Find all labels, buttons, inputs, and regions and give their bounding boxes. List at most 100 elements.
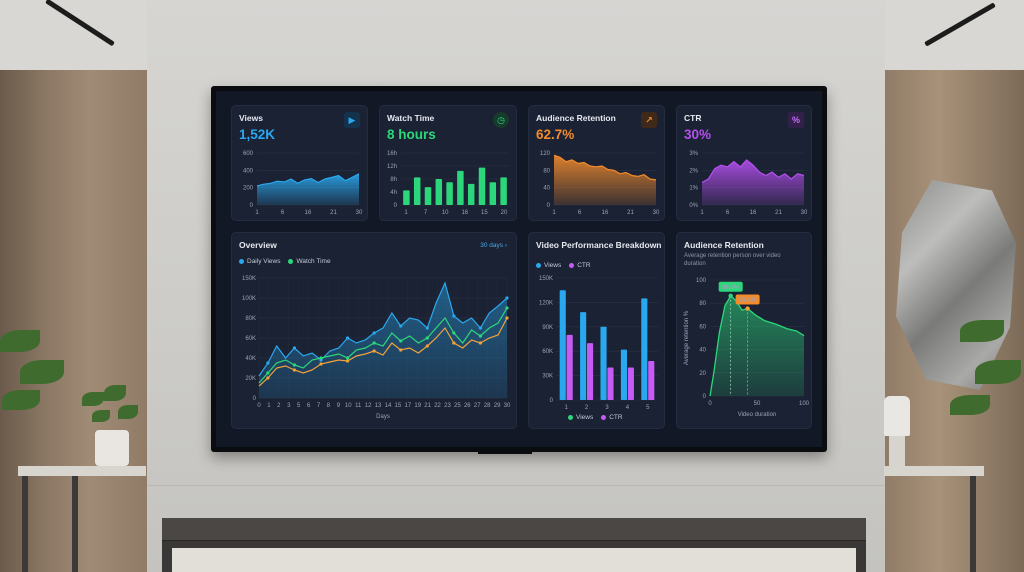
y-tick-label: 0 (550, 398, 554, 404)
y-tick-label: 40K (245, 356, 256, 362)
overview-card[interactable]: Overview 30 days › Daily Views Watch Tim… (231, 232, 517, 429)
series-line (258, 317, 508, 387)
y-tick-label: 60K (245, 336, 256, 342)
y-tick-label: 0 (547, 203, 551, 209)
ctr-bar (566, 334, 573, 400)
card-title: Watch Time (387, 113, 435, 123)
bar (446, 182, 453, 205)
card-value: 62.7% (536, 127, 575, 142)
legend-item: Views (536, 262, 561, 269)
legend-label: Views (576, 414, 594, 421)
table-leg (22, 476, 28, 572)
x-tick-label: 22 (434, 403, 441, 409)
side-table-right (884, 466, 984, 476)
legend-dot (568, 414, 573, 420)
data-point (345, 336, 350, 340)
data-point (425, 326, 429, 330)
views-bar (600, 326, 607, 400)
side-table-left (18, 466, 146, 476)
daily-views-line (258, 281, 508, 377)
tv-bottom-notch (478, 450, 532, 454)
x-tick-label: 100 (799, 401, 810, 407)
tv-screen: Views 1,52K ▶ 600 400 200 0 1 6 16 21 30 Watch T… (216, 91, 822, 447)
plant-leaf (118, 405, 138, 419)
percent-icon[interactable]: % (788, 112, 804, 128)
views-card[interactable]: Views 1,52K ▶ 600 400 200 0 1 6 16 21 30 (231, 105, 368, 221)
y-tick-label: 12h (387, 164, 397, 170)
plant-leaf (0, 330, 40, 352)
card-value: 8 hours (387, 127, 436, 142)
data-point (372, 331, 376, 335)
legend-dot (601, 414, 607, 420)
right-ceiling (882, 0, 1024, 70)
data-point (505, 306, 509, 310)
ctr-bar (587, 343, 594, 400)
legend-label: CTR (609, 414, 623, 421)
views-bar (620, 349, 627, 400)
range-selector[interactable]: 30 days › (480, 242, 507, 249)
y-tick-label: 0 (250, 203, 254, 209)
bar (424, 187, 432, 205)
plant-leaf (20, 360, 64, 384)
data-point (505, 296, 509, 300)
data-point (292, 363, 297, 367)
x-tick-label: 21 (627, 210, 634, 216)
retention-curve (709, 294, 805, 397)
peak-label: 86.4% (722, 285, 740, 291)
plant-leaf (104, 385, 126, 401)
x-tick-label: 1 (552, 210, 556, 216)
card-title: CTR (684, 113, 702, 123)
y-tick-label: 30K (542, 374, 553, 380)
clock-icon[interactable]: ◷ (493, 112, 509, 128)
x-tick-label: 19 (414, 403, 421, 409)
x-axis-label: Video duration (738, 412, 777, 418)
y-tick-label: 0% (689, 203, 698, 209)
y-tick-label: 3% (689, 151, 698, 157)
x-tick-label: 7 (317, 403, 321, 409)
plant-leaf (975, 360, 1021, 384)
range-label[interactable]: 30 days (480, 242, 504, 249)
card-subtitle: Average retention person over video dura… (684, 253, 781, 267)
y-tick-label: 200 (243, 186, 254, 192)
audience-retention-card[interactable]: Audience Retention Average retention per… (676, 232, 812, 429)
mark-label-bg (735, 294, 760, 305)
y-tick-label: 2% (689, 168, 698, 174)
y-tick-label: 40 (699, 348, 706, 354)
breakdown-card[interactable]: Video Performance Breakdown Views CTR 15… (528, 232, 665, 429)
legend-dot (288, 258, 294, 264)
x-tick-label: 16 (750, 210, 757, 216)
y-tick-label: 120K (539, 300, 553, 306)
watch-time-card[interactable]: Watch Time 8 hours ◷ 16h 12h 8h 4h 0 1 7 10 16 15… (379, 105, 517, 221)
play-icon[interactable]: ▶ (344, 112, 360, 128)
x-tick-label: 1 (255, 210, 259, 216)
card-title: Audience Retention (536, 113, 616, 123)
x-tick-label: 20 (501, 210, 508, 216)
x-tick-label: 1 (404, 210, 408, 216)
x-tick-label: 25 (454, 403, 461, 409)
card-title: Video Performance Breakdown (536, 240, 662, 250)
x-tick-label: 28 (484, 403, 491, 409)
ctr-bar (627, 367, 634, 400)
x-tick-label: 6 (578, 210, 582, 216)
overview-legend: Daily Views Watch Time (239, 258, 331, 265)
ctr-card[interactable]: CTR 30% % 3% 2% 1% 0% 1 6 16 21 30 (676, 105, 812, 221)
trend-arrow-icon[interactable]: ↗ (641, 112, 657, 128)
y-tick-label: 4h (390, 190, 397, 196)
data-point (452, 341, 456, 345)
legend-dot (536, 262, 541, 268)
legend-item: Watch Time (288, 258, 331, 265)
table-leg (970, 476, 976, 572)
y-tick-label: 20K (245, 376, 256, 382)
chevron-right-icon[interactable]: › (504, 242, 507, 249)
x-tick-label: 5 (646, 405, 650, 411)
y-tick-label: 60 (699, 324, 706, 330)
y-tick-label: 40 (543, 186, 550, 192)
x-tick-label: 6 (726, 210, 730, 216)
x-tick-label: 6 (281, 210, 285, 216)
table-leg (72, 476, 78, 572)
retention-card[interactable]: Audience Retention 62.7% ↗ 120 80 40 0 1 6 16 2… (528, 105, 665, 221)
y-tick-label: 80 (543, 168, 550, 174)
area-fill (710, 295, 804, 396)
data-point (319, 362, 323, 366)
x-tick-label: 13 (375, 403, 382, 409)
